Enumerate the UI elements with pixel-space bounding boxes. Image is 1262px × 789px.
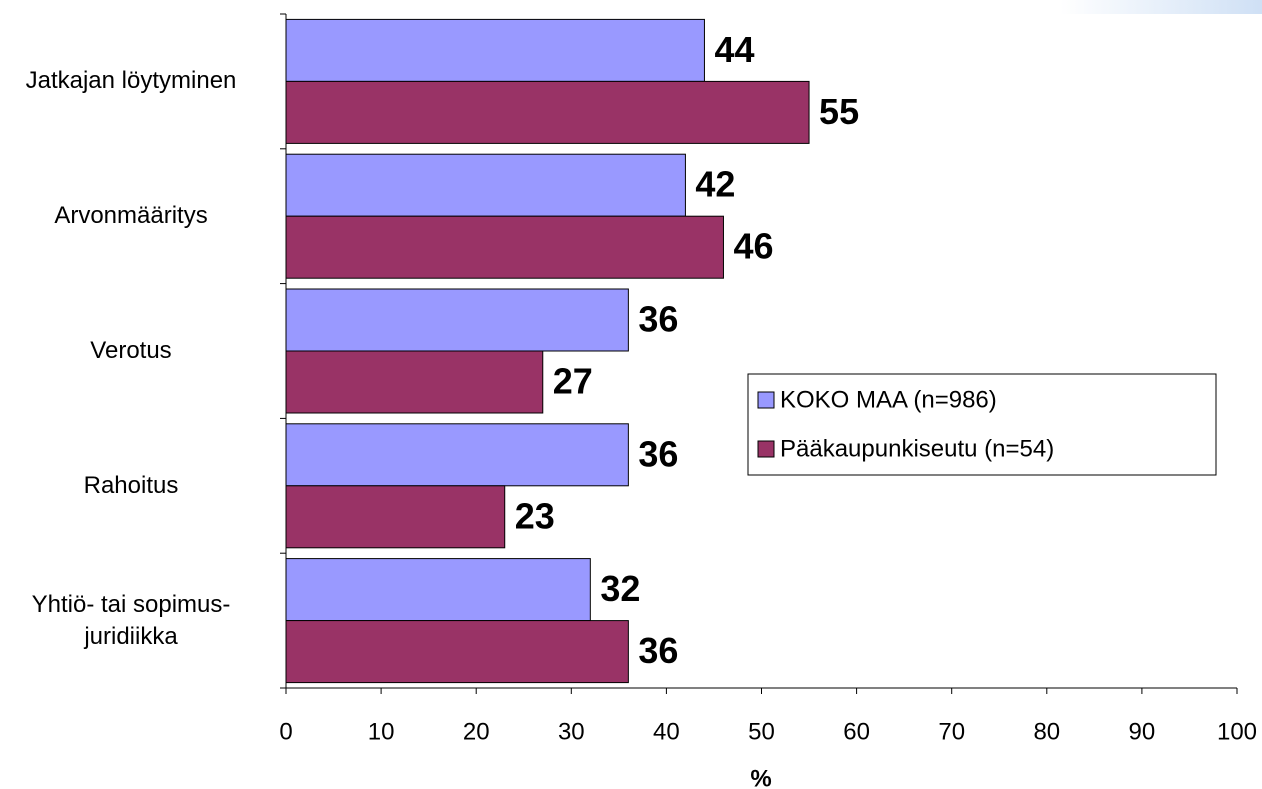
x-tick-label: 80	[1033, 718, 1060, 745]
legend-label: KOKO MAA (n=986)	[780, 386, 997, 413]
value-label: 36	[638, 299, 678, 340]
bar	[285, 288, 629, 352]
legend-label: Pääkaupunkiseutu (n=54)	[780, 435, 1054, 462]
bar	[285, 80, 810, 144]
bar	[285, 423, 629, 487]
legend-swatch	[757, 391, 775, 409]
bar	[285, 485, 506, 549]
x-tick-label: 30	[558, 718, 585, 745]
bar	[285, 215, 724, 279]
x-axis-label: %	[750, 765, 771, 789]
category-label: Yhtiö- tai sopimus- juridiikka	[31, 590, 231, 650]
bar	[285, 620, 629, 684]
value-label: 44	[714, 29, 754, 70]
x-tick-label: 50	[748, 718, 775, 745]
category-label: Verotus	[90, 337, 172, 364]
x-tick-label: 40	[653, 718, 680, 745]
x-tick-label: 100	[1217, 718, 1257, 745]
category-label: Rahoitus	[83, 471, 179, 499]
value-label: 32	[600, 568, 640, 609]
bar	[285, 558, 591, 622]
category-label: Arvonmääritys	[54, 202, 208, 230]
bar	[285, 153, 686, 217]
x-tick-label: 70	[938, 718, 965, 745]
legend-swatch	[757, 440, 775, 458]
value-label: 55	[819, 91, 859, 132]
legend-box	[747, 373, 1217, 476]
decoration	[1060, 0, 1262, 14]
bar	[285, 350, 544, 414]
x-tick-label: 90	[1129, 718, 1156, 745]
x-tick-label: 0	[279, 718, 292, 745]
value-label: 36	[638, 433, 678, 474]
x-tick-label: 10	[368, 718, 395, 745]
value-label: 36	[638, 630, 678, 671]
x-tick-label: 60	[843, 718, 870, 745]
value-label: 42	[695, 164, 735, 205]
x-tick-label: 20	[463, 718, 490, 745]
value-label: 23	[515, 495, 555, 536]
category-label: Jatkajan löytyminen	[25, 67, 237, 95]
bar	[285, 18, 705, 82]
value-label: 46	[733, 226, 773, 267]
value-label: 27	[553, 361, 593, 402]
